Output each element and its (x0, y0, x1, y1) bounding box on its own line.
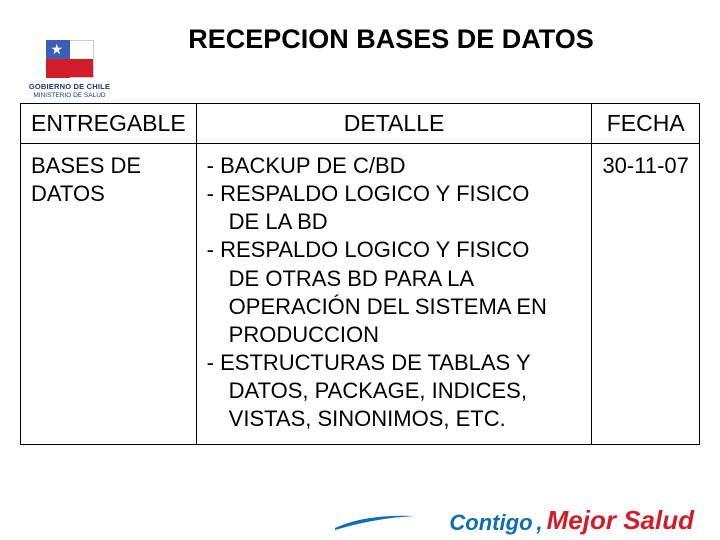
slogan-part-b: Mejor Salud (547, 505, 694, 536)
detail-item: - BACKUP DE C/BD (207, 152, 582, 180)
cell-fecha: 30-11-07 (592, 144, 700, 445)
logo-org: GOBIERNO DE CHILE (29, 82, 110, 91)
slogan-part-a: Contigo (449, 510, 532, 536)
cell-entregable: BASES DE DATOS (21, 144, 197, 445)
gov-logo: ★ GOBIERNO DE CHILE MINISTERIO DE SALUD (22, 40, 117, 99)
table-header-row: ENTREGABLE DETALLE FECHA (21, 104, 700, 144)
col-header-detalle: DETALLE (196, 104, 592, 144)
col-header-fecha: FECHA (592, 104, 700, 144)
slide: RECEPCION BASES DE DATOS ★ GOBIERNO DE C… (0, 0, 720, 540)
cell-detalle: - BACKUP DE C/BD - RESPALDO LOGICO Y FIS… (196, 144, 592, 445)
table-row: BASES DE DATOS - BACKUP DE C/BD - RESPAL… (21, 144, 700, 445)
chile-flag-icon: ★ (46, 40, 94, 78)
logo-dept: MINISTERIO DE SALUD (33, 92, 105, 99)
detail-item: - RESPALDO LOGICO Y FISICODE LA BD (207, 180, 582, 236)
slogan-comma: , (537, 510, 543, 536)
data-table: ENTREGABLE DETALLE FECHA BASES DE DATOS … (20, 103, 700, 445)
detail-item: - ESTRUCTURAS DE TABLAS YDATOS, PACKAGE,… (207, 349, 582, 433)
footer-slogan: Contigo, Mejor Salud (449, 505, 694, 536)
page-title: RECEPCION BASES DE DATOS (118, 18, 594, 55)
data-table-wrap: ENTREGABLE DETALLE FECHA BASES DE DATOS … (20, 103, 700, 445)
detail-item: - RESPALDO LOGICO Y FISICODE OTRAS BD PA… (207, 236, 582, 349)
swoosh-icon (335, 514, 415, 532)
col-header-entregable: ENTREGABLE (21, 104, 197, 144)
